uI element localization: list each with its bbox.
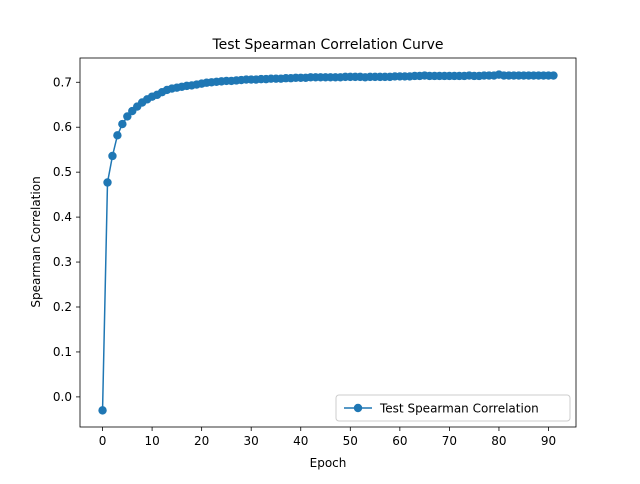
x-tick-label: 30 [244, 434, 259, 448]
data-point [549, 71, 558, 80]
y-tick-label: 0.2 [53, 300, 72, 314]
axes-frame [79, 57, 577, 428]
legend-marker-swatch [353, 403, 363, 413]
data-point [113, 131, 122, 140]
legend-box [335, 394, 571, 422]
x-tick-label: 80 [491, 434, 506, 448]
y-axis-label: Spearman Correlation [29, 176, 43, 307]
data-point [98, 406, 107, 415]
x-tick-label: 0 [99, 434, 107, 448]
x-tick-label: 20 [194, 434, 209, 448]
data-point [103, 178, 112, 187]
x-axis-label: Epoch [310, 456, 347, 470]
x-tick-label: 60 [392, 434, 407, 448]
data-point [118, 119, 127, 129]
y-tick-label: 0.1 [53, 345, 72, 359]
y-tick-label: 0.4 [53, 210, 72, 224]
y-tick-label: 0.3 [53, 255, 72, 269]
chart-title: Test Spearman Correlation Curve [212, 37, 444, 53]
x-tick-label: 70 [442, 434, 457, 448]
x-tick-label: 40 [293, 434, 308, 448]
data-point [123, 112, 132, 121]
y-tick-label: 0.6 [53, 120, 72, 134]
x-tick-label: 90 [541, 434, 556, 448]
legend-label: Test Spearman Correlation [379, 402, 539, 416]
x-tick-label: 50 [343, 434, 358, 448]
plot-area: 0 10 20 30 40 50 60 70 80 90 0.0 0.1 0.2 0.3 0.4 0.5 0.6… [53, 57, 577, 448]
x-tick-label: 10 [144, 434, 159, 448]
data-point [108, 151, 117, 161]
y-tick-label: 0.5 [53, 165, 72, 179]
y-tick-label: 0.7 [53, 75, 72, 89]
y-tick-label: 0.0 [53, 390, 72, 404]
